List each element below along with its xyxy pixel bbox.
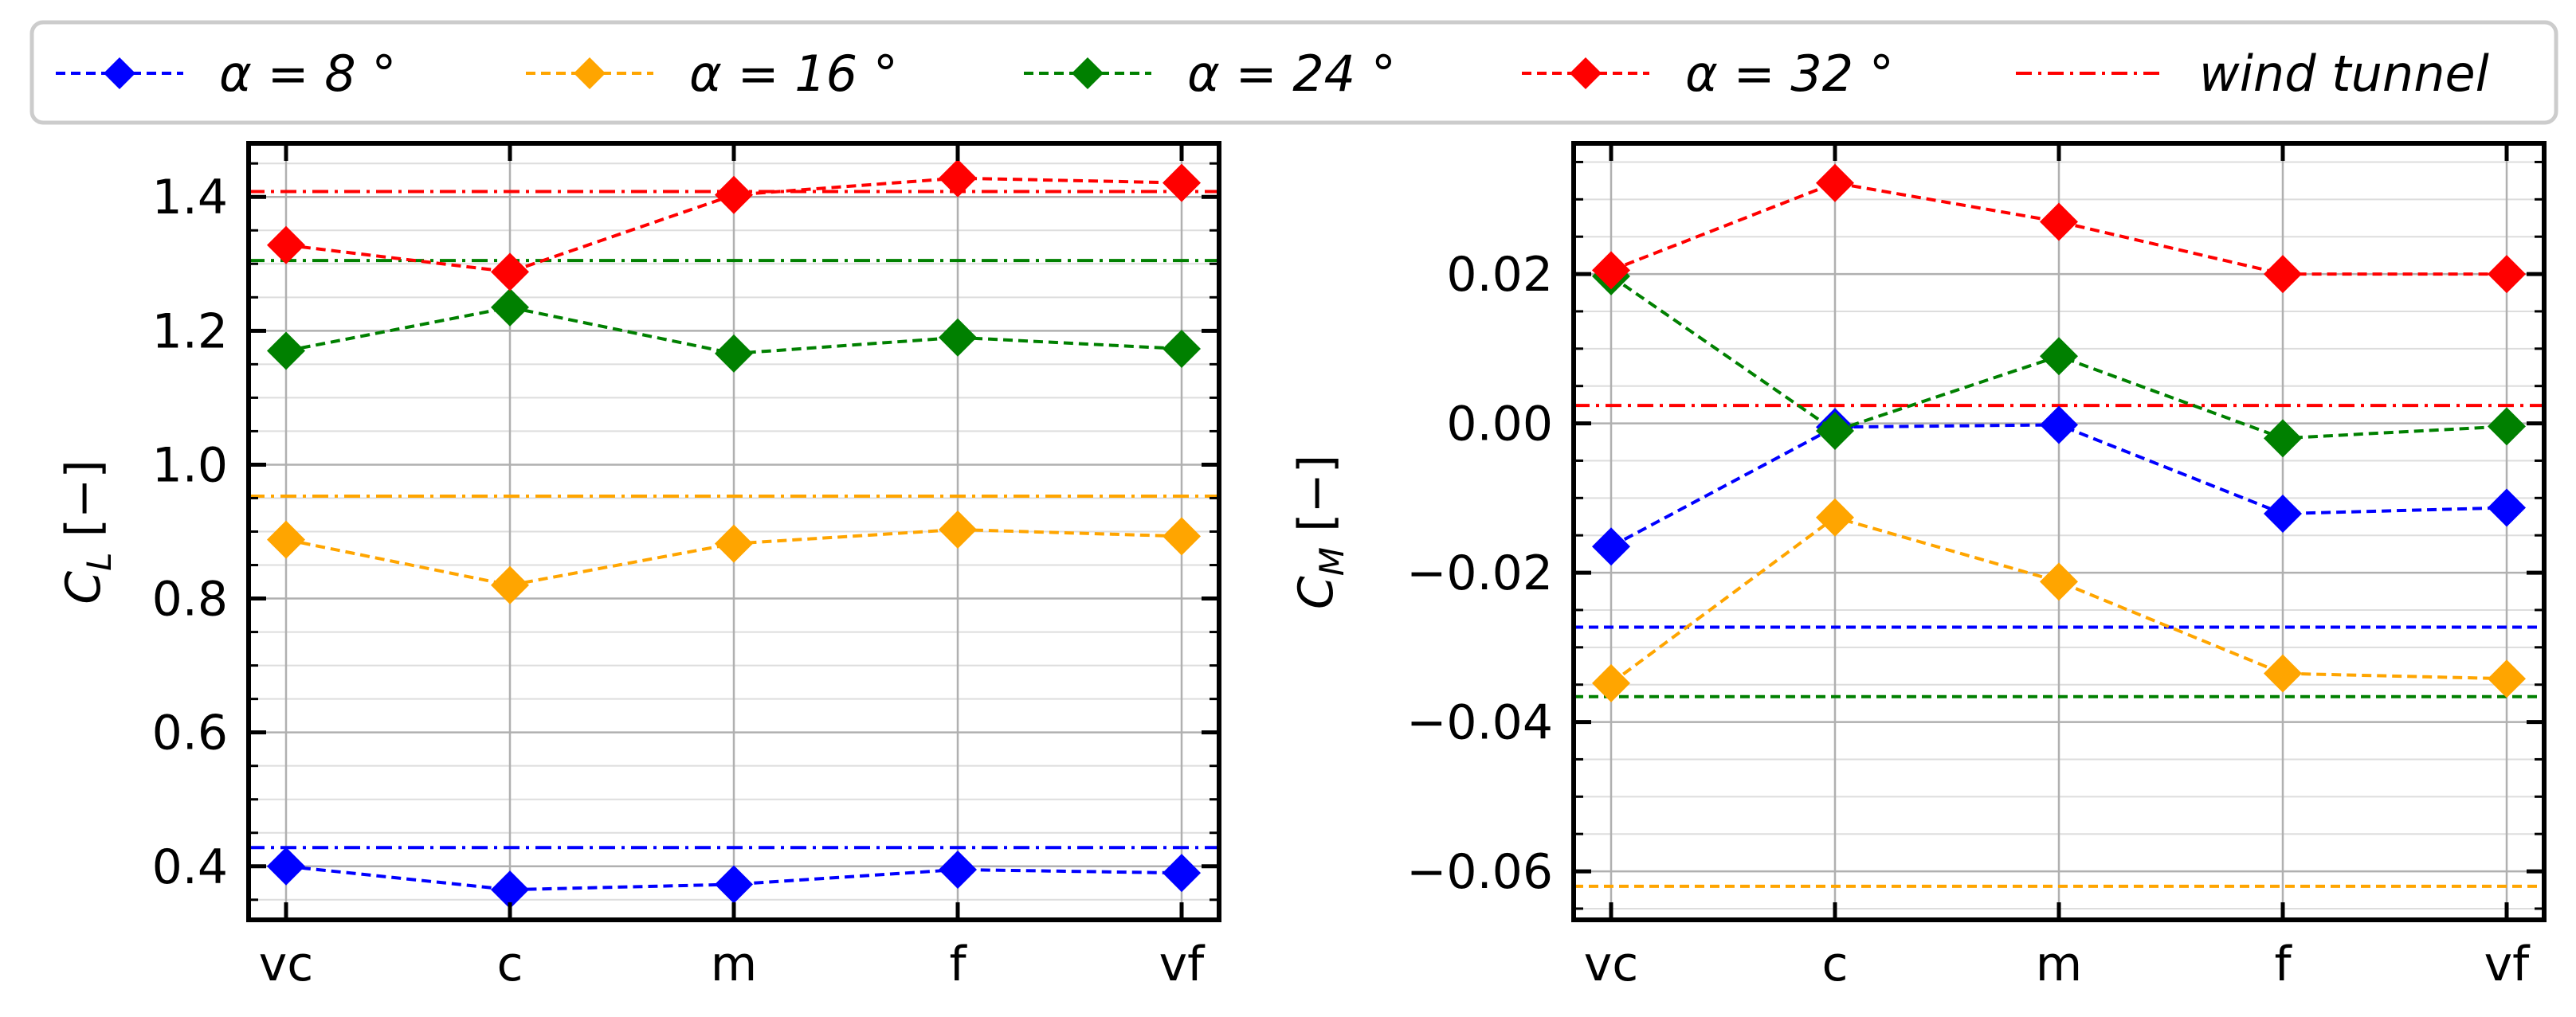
cm-point-3-m <box>2040 202 2078 241</box>
cm-point-3-vc <box>1592 251 1630 290</box>
cl-point-3-vf <box>1163 163 1201 202</box>
cm-xtick-label-m: m <box>2036 937 2082 992</box>
cm-point-1-m <box>2040 562 2078 601</box>
cl-panel: 0.4 0.6 0.8 1.0 1.2 1.4 vc c m f vf CL [−] <box>56 141 1221 992</box>
legend-marker-2 <box>1072 57 1104 89</box>
cm-series-line-3 <box>1610 181 2507 276</box>
legend-label-4: wind tunnel <box>2199 45 2489 103</box>
legend-frame <box>29 20 2558 125</box>
cl-point-3-c <box>491 252 529 291</box>
cm-point-0-vf <box>2488 488 2526 527</box>
cm-ytick-label-2: −0.02 <box>1406 546 1553 601</box>
cm-point-0-f <box>2264 495 2302 533</box>
cl-point-0-c <box>491 870 529 909</box>
cm-point-1-vc <box>1592 663 1630 702</box>
cl-xtick-label-m: m <box>711 937 757 992</box>
cm-ytick-label-3: 0.00 <box>1446 397 1553 452</box>
cl-point-1-vf <box>1163 517 1201 556</box>
cm-series-line-1 <box>1610 515 2507 685</box>
cl-xtick-label-vc: vc <box>259 937 314 992</box>
cm-point-1-f <box>2264 654 2302 693</box>
cm-point-3-f <box>2264 255 2302 294</box>
cl-series-line-0 <box>285 864 1182 892</box>
cl-point-1-c <box>491 565 529 604</box>
cl-ytick-label-5: 1.4 <box>152 170 228 225</box>
cl-point-0-m <box>715 865 753 904</box>
cm-point-3-vf <box>2488 255 2526 294</box>
legend-label-0: α = 8 ° <box>219 45 396 103</box>
cm-panel: −0.06 −0.04 −0.02 0.00 0.02 vc c m f vf CM [−] <box>1288 141 2547 992</box>
cl-point-2-c <box>491 287 529 327</box>
cl-ytick-label-3: 1.0 <box>152 437 228 493</box>
cm-point-3-c <box>1816 163 1854 202</box>
cl-ytick-label-2: 0.8 <box>152 572 228 628</box>
cl-point-3-f <box>939 158 977 198</box>
cm-point-2-m <box>2040 337 2078 376</box>
cl-point-2-vf <box>1163 330 1201 369</box>
cm-axis-label: CM [−] <box>1288 455 1351 609</box>
legend-marker-1 <box>574 57 606 89</box>
cl-xtick-label-c: c <box>497 937 523 992</box>
cm-point-2-f <box>2264 419 2302 458</box>
legend-label-1: α = 16 ° <box>689 45 898 103</box>
cl-point-0-vf <box>1163 854 1201 893</box>
cl-point-3-vc <box>267 225 305 264</box>
legend-label-2: α = 24 ° <box>1187 45 1396 103</box>
cm-point-2-vf <box>2488 407 2526 446</box>
cl-point-1-vc <box>267 520 305 559</box>
cl-xtick-label-vf: vf <box>1159 937 1206 992</box>
cm-ytick-label-1: −0.04 <box>1406 695 1553 751</box>
cl-ytick-label-1: 0.6 <box>152 706 228 761</box>
cm-ytick-label-4: 0.02 <box>1446 247 1553 303</box>
cm-xtick-label-c: c <box>1822 937 1849 992</box>
cl-ytick-label-4: 1.2 <box>152 303 228 359</box>
cl-xtick-label-f: f <box>949 937 967 992</box>
cm-point-1-vf <box>2488 659 2526 698</box>
cm-point-0-m <box>2040 405 2078 444</box>
cm-point-2-c <box>1816 411 1854 450</box>
cl-point-2-m <box>715 334 753 373</box>
legend: α = 8 ° α = 16 ° α = 24 ° α = 32 ° wind tunn… <box>29 20 2558 125</box>
cm-xtick-label-vf: vf <box>2484 937 2531 992</box>
cl-point-0-vc <box>267 847 305 886</box>
cl-point-0-f <box>939 850 977 889</box>
cl-axis-label: CL [−] <box>56 460 119 604</box>
cm-xtick-label-vc: vc <box>1584 937 1639 992</box>
legend-label-3: α = 32 ° <box>1685 45 1894 103</box>
cm-point-0-vc <box>1592 527 1630 566</box>
cl-ytick-label-0: 0.4 <box>152 839 228 895</box>
cm-point-1-c <box>1816 498 1854 537</box>
cm-ytick-label-0: −0.06 <box>1406 844 1553 900</box>
legend-marker-3 <box>1570 57 1602 89</box>
cl-point-1-f <box>939 510 977 549</box>
legend-marker-0 <box>104 57 135 89</box>
cl-point-2-f <box>939 318 977 357</box>
cl-point-1-m <box>715 524 753 563</box>
cl-point-3-m <box>715 175 753 214</box>
cl-point-2-vc <box>267 331 305 370</box>
cm-xtick-label-f: f <box>2274 937 2292 992</box>
